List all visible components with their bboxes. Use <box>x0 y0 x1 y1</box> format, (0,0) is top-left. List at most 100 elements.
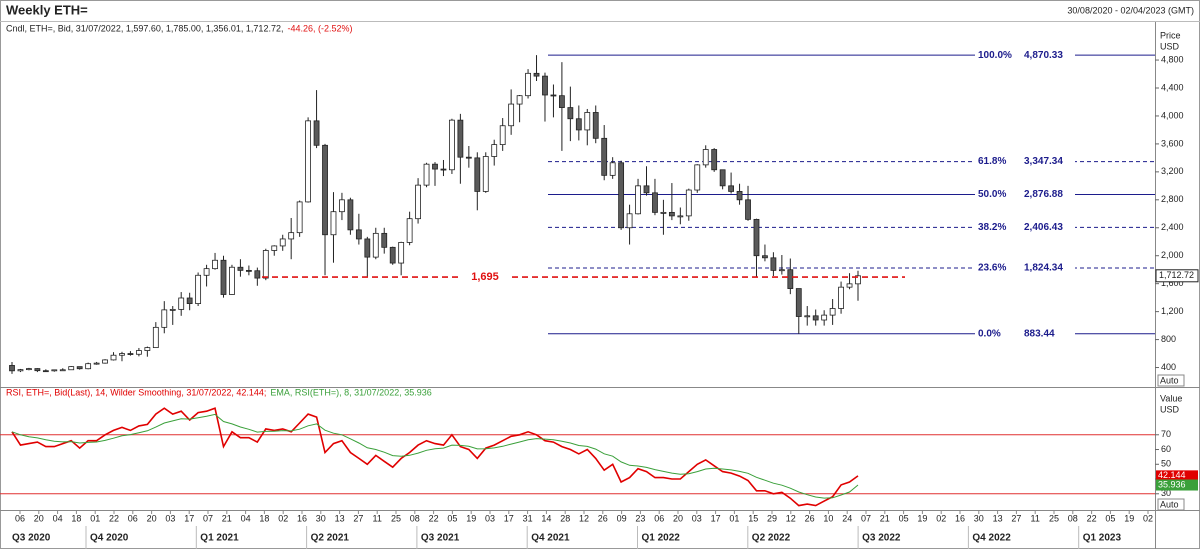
quarter-label: Q3 2020 <box>12 533 51 544</box>
y-tick-label: 2,800 <box>1161 194 1184 204</box>
x-tick-label: 22 <box>109 513 119 523</box>
candle-body <box>694 164 701 191</box>
candle-body <box>229 266 235 295</box>
fib-ratio: 23.6% <box>978 263 1006 274</box>
x-tick-label: 01 <box>90 513 100 523</box>
quarter-label: Q4 2020 <box>90 533 129 544</box>
x-tick-label: 01 <box>729 513 739 523</box>
x-tick-label: 18 <box>259 513 269 523</box>
x-tick-label: 17 <box>184 513 194 523</box>
candle-body <box>398 242 405 264</box>
candle-body <box>364 238 371 258</box>
candle-body <box>609 162 616 176</box>
candle-body <box>347 199 354 231</box>
x-tick-label: 17 <box>711 513 721 523</box>
label-bg <box>975 261 1075 274</box>
candle-body <box>102 359 108 364</box>
candle-body <box>584 112 591 131</box>
candle-body <box>787 269 794 289</box>
x-tick-label: 30 <box>974 513 984 523</box>
candle-body <box>237 266 244 271</box>
x-tick-label: 14 <box>541 513 551 523</box>
x-tick-label: 09 <box>617 513 627 523</box>
last-price-box <box>1155 269 1199 283</box>
x-tick-label: 08 <box>1068 513 1078 523</box>
candle-body <box>440 168 447 171</box>
legend-change: -44.26, (-2.52%) <box>287 23 352 33</box>
candle-body <box>753 218 760 257</box>
candle-body <box>42 370 49 373</box>
candle-body <box>626 213 633 229</box>
candle-body <box>575 118 582 131</box>
axis-unit: USD <box>1160 41 1180 51</box>
autoscale-box <box>1157 374 1185 387</box>
last-value-label: 35.936 <box>1158 479 1186 489</box>
candle-body <box>144 347 151 351</box>
chart-title: Weekly ETH= <box>6 2 88 17</box>
x-tick-label: 31 <box>523 513 533 523</box>
x-tick-label: 06 <box>654 513 664 523</box>
quarter-label: Q2 2021 <box>311 533 350 544</box>
fib-price: 3,347.34 <box>1024 156 1063 167</box>
series-line <box>11 407 859 507</box>
last-price-label: 1,712.72 <box>1159 270 1194 280</box>
label-bg <box>975 49 1075 62</box>
candle-body <box>381 232 388 248</box>
candle-body <box>516 95 523 105</box>
x-tick-label: 19 <box>466 513 476 523</box>
candle-body <box>770 257 777 271</box>
candle-body <box>127 353 134 355</box>
candle-body <box>195 274 202 304</box>
candle-body <box>17 369 24 372</box>
candle-body <box>592 112 599 139</box>
candle-body <box>423 163 430 186</box>
candle-body <box>355 229 362 240</box>
candle-body <box>449 119 455 171</box>
x-tick-label: 25 <box>391 513 401 523</box>
candle-body <box>525 72 531 97</box>
candle-body <box>9 365 15 372</box>
candle-body <box>762 255 768 259</box>
x-tick-label: 22 <box>429 513 439 523</box>
candle-body <box>499 125 506 146</box>
x-tick-label: 16 <box>297 513 307 523</box>
candle-body <box>618 162 625 229</box>
candle-body <box>846 283 853 288</box>
candle-body <box>330 211 337 236</box>
axis-unit: USD <box>1160 404 1180 414</box>
y-tick-label: 4,400 <box>1161 82 1184 92</box>
candle-body <box>305 120 312 203</box>
candle-body <box>474 157 481 192</box>
axis-title: Price <box>1160 30 1181 40</box>
fib-price: 1,824.34 <box>1024 263 1063 274</box>
legend: Cndl, ETH=, Bid, 31/07/2022, 1,597.60, 1… <box>6 23 283 33</box>
x-tick-label: 20 <box>147 513 157 523</box>
x-tick-label: 05 <box>447 513 457 523</box>
candle-body <box>719 169 726 187</box>
x-tick-label: 04 <box>53 513 63 523</box>
series-line <box>11 413 859 499</box>
candle-body <box>601 137 608 176</box>
candle-body <box>322 144 328 236</box>
x-tick-label: 02 <box>936 513 946 523</box>
quarter-label: Q3 2021 <box>421 533 460 544</box>
candle-body <box>51 369 58 372</box>
candle-body <box>821 314 828 321</box>
candle-body <box>279 238 286 247</box>
candle-body <box>271 245 278 251</box>
fib-price: 2,406.43 <box>1024 222 1063 233</box>
candle-body <box>702 149 709 166</box>
candle-body <box>804 315 811 318</box>
y-tick-label: 50 <box>1161 459 1171 469</box>
x-tick-label: 26 <box>598 513 608 523</box>
candle-body <box>415 184 421 220</box>
candle-body <box>677 215 684 218</box>
candle-body <box>203 268 210 276</box>
candle-body <box>635 185 641 215</box>
candle-body <box>567 107 574 120</box>
candle-body <box>660 211 667 214</box>
y-tick-label: 400 <box>1161 362 1176 372</box>
y-tick-label: 4,000 <box>1161 110 1184 120</box>
x-tick-label: 03 <box>692 513 702 523</box>
